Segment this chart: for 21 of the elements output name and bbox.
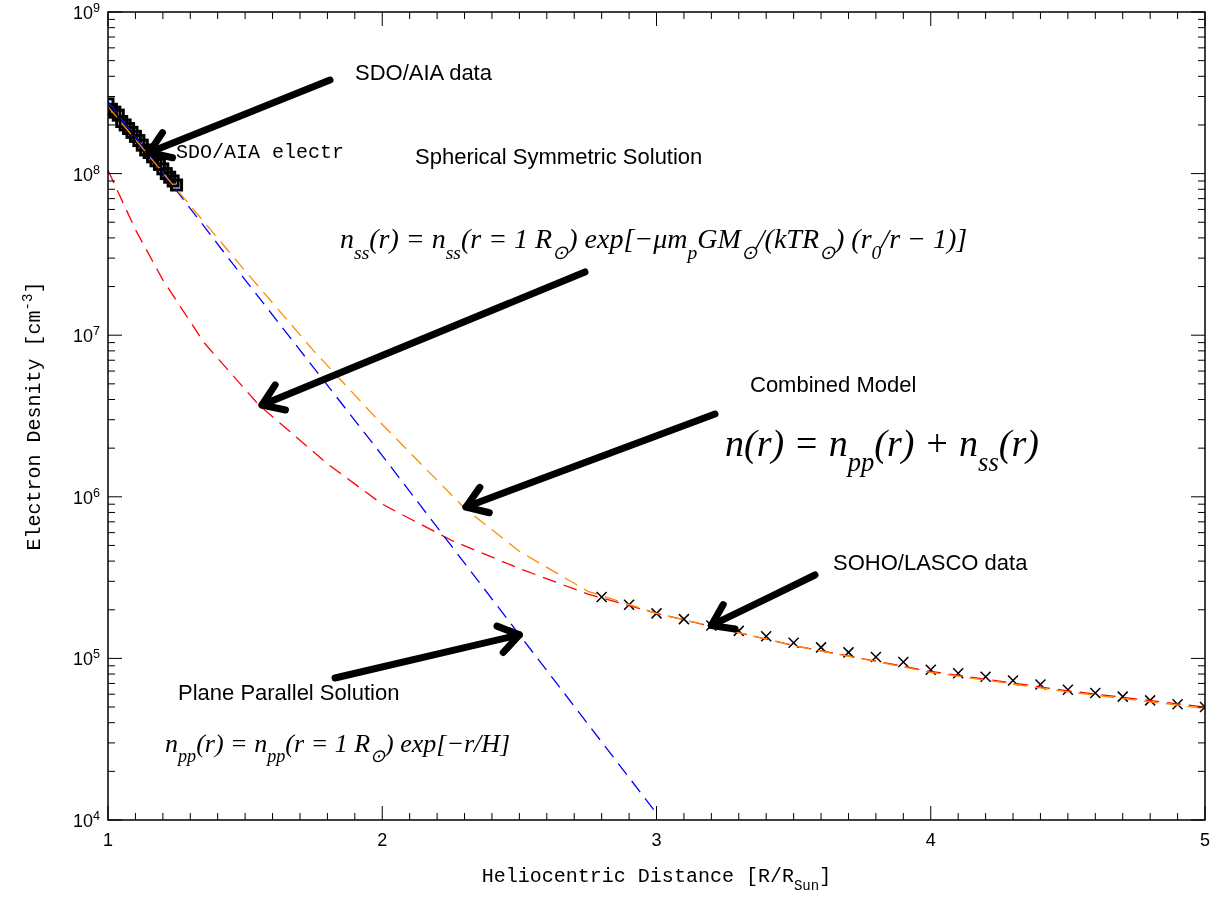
annotation: SDO/AIA data — [355, 60, 493, 85]
y-tick-label: 10$^{4}$ — [72, 809, 100, 831]
x-tick-label: 2 — [377, 830, 388, 850]
x-tick-label: 4 — [925, 830, 936, 850]
y-tick-label: 10$^{5}$ — [72, 647, 100, 670]
x-tick-label: 1 — [102, 830, 114, 850]
annotation: Plane Parallel Solution — [178, 680, 400, 705]
x-axis-title: Heliocentric Distance [R/R$_{Sun}$] — [481, 865, 832, 894]
text: n$_{ss}$(r) = n$_{ss}$(r = 1 R$_{⊙}$) exp[−μm$_{p}$GM$_{⊙}$/(kTR$_{⊙}$) (r$_{0}$/r − 1)] — [340, 223, 968, 263]
annotation: Combined Model — [750, 372, 917, 397]
y-tick-label: 10$^{9}$ — [72, 1, 100, 23]
annotation: Spherical Symmetric Solution — [415, 144, 703, 169]
y-tick-label: 10$^{7}$ — [72, 324, 100, 347]
annotation: n(r) = n$_{pp}$(r) + n$_{ss}$(r) — [725, 422, 1039, 477]
annotation: SOHO/LASCO data — [833, 550, 1029, 575]
y-tick-label: 10$^{6}$ — [72, 485, 100, 508]
x-tick-label: 3 — [651, 830, 662, 850]
y-tick-label: 10$^{8}$ — [72, 162, 100, 185]
annotation: n$_{pp}$(r) = n$_{pp}$(r = 1 R$_{⊙}$) exp[−r/H] — [165, 729, 511, 766]
annotation: SDO/AIA electr — [176, 141, 345, 164]
x-tick-label: 5 — [1199, 830, 1211, 850]
